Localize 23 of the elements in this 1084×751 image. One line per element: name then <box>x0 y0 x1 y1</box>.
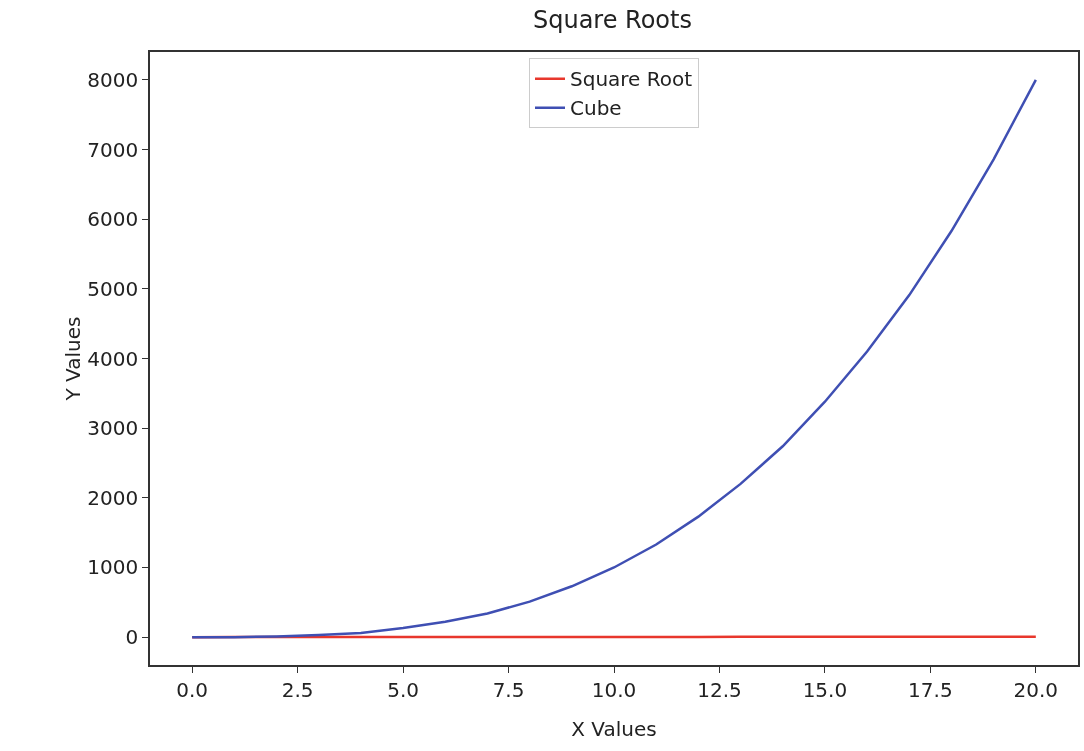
legend-label: Square Root <box>570 67 693 92</box>
x-tick-label: 20.0 <box>1013 677 1059 702</box>
y-tick-label: 3000 <box>87 416 139 441</box>
x-tick-label: 17.5 <box>908 677 953 702</box>
x-tick-label: 5.0 <box>387 677 419 702</box>
legend-label: Cube <box>570 96 622 121</box>
y-tick-label: 2000 <box>87 485 139 510</box>
y-tick-label: 4000 <box>87 346 139 371</box>
chart-title: Square Roots <box>532 6 692 35</box>
x-tick-label: 7.5 <box>492 677 525 702</box>
x-tick-label: 10.0 <box>591 677 637 702</box>
x-tick-label: 15.0 <box>802 677 848 702</box>
x-axis-title: X Values <box>571 716 657 741</box>
x-tick-label: 0.0 <box>176 677 209 702</box>
y-tick-label: 1000 <box>87 555 139 580</box>
y-tick-label: 6000 <box>87 207 139 232</box>
x-tick-label: 12.5 <box>697 677 742 702</box>
y-tick-label: 5000 <box>87 276 139 301</box>
y-tick-label: 8000 <box>87 67 139 92</box>
x-tick-label: 2.5 <box>281 677 314 702</box>
y-tick-label: 7000 <box>87 137 139 162</box>
y-tick-label: 0 <box>125 625 139 650</box>
y-axis-title: Y Values <box>61 316 86 402</box>
